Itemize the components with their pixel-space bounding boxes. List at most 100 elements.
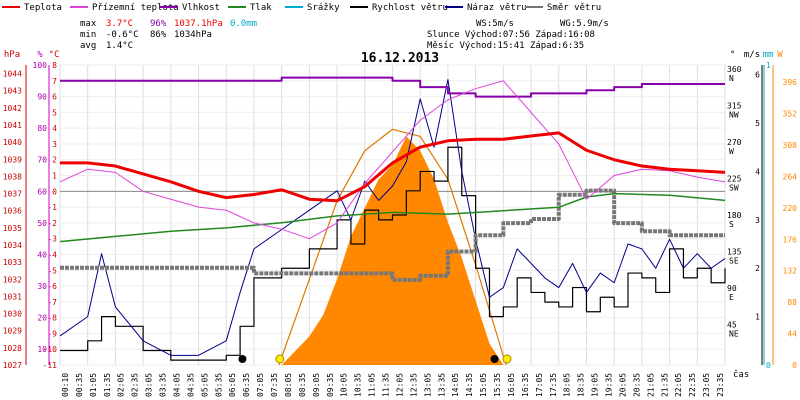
- tick-label-pct: 70: [37, 156, 47, 165]
- stat-min-temp: -0.6°C: [106, 30, 139, 40]
- tick-label-deg: -11: [43, 361, 58, 370]
- legend-label: Náraz větru: [467, 3, 527, 13]
- x-tick-label: 15:05: [479, 373, 488, 397]
- tick-label-pct: 60: [37, 187, 47, 196]
- x-tick-label: 20:05: [618, 373, 627, 397]
- tick-label-ms: 2: [755, 264, 760, 273]
- x-tick-label: 22:05: [674, 373, 683, 397]
- tick-label-dir: 360: [727, 65, 742, 74]
- stat-min-press: 1034hPa: [174, 30, 212, 40]
- tick-label-dir: 315: [727, 102, 742, 111]
- tick-label-compass: NW: [729, 111, 739, 120]
- tick-label-hpa: 1042: [3, 104, 22, 113]
- tick-label-compass: SE: [729, 257, 739, 266]
- tick-label-pct: 40: [37, 250, 47, 259]
- legend-label: Tlak: [250, 3, 272, 13]
- x-tick-label: 05:35: [214, 373, 223, 397]
- ground-temp-line: [59, 80, 726, 240]
- moonrise-marker: [490, 355, 499, 363]
- tick-label-mm: 1: [766, 61, 771, 70]
- tick-label-deg: 1: [52, 172, 57, 181]
- tick-label-ms: 5: [755, 119, 760, 128]
- tick-label-deg: -9: [47, 329, 57, 338]
- tick-label-compass: NE: [729, 330, 739, 339]
- tick-label-hpa: 1036: [3, 207, 22, 216]
- tick-label-hpa: 1044: [3, 70, 22, 79]
- temperature-line: [60, 131, 726, 203]
- theoretical-solar-line: [278, 128, 507, 366]
- tick-label-compass: SW: [729, 184, 739, 193]
- legend: Teplota Přízemní teplota Vlhkost Tlak Srážky…: [2, 3, 601, 13]
- legend-label: Vlhkost: [182, 3, 220, 13]
- x-tick-label: 00:35: [75, 373, 84, 397]
- tick-label-hpa: 1040: [3, 138, 22, 147]
- tick-label-hpa: 1032: [3, 275, 22, 284]
- stat-min-hum: 86%: [150, 30, 167, 40]
- tick-label-deg: 2: [52, 156, 57, 165]
- x-tick-label: 08:05: [284, 373, 293, 397]
- tick-label-deg: 0: [52, 187, 57, 196]
- axis-unit-label: °C: [49, 50, 60, 60]
- tick-label-hpa: 1027: [3, 361, 22, 370]
- x-tick-label: 12:05: [395, 373, 404, 397]
- x-tick-label: 06:05: [228, 373, 237, 397]
- sunset-marker: [502, 354, 512, 364]
- x-tick-label: 09:35: [326, 373, 335, 397]
- x-tick-label: 15:35: [493, 373, 502, 397]
- x-axis-label: čas: [733, 369, 749, 380]
- tick-label-deg: 5: [52, 108, 57, 117]
- x-tick-label: 18:35: [577, 373, 586, 397]
- sunrise-marker: [275, 354, 285, 364]
- tick-label-dir: 225: [727, 175, 742, 184]
- x-tick-label: 21:35: [660, 373, 669, 397]
- tick-label-ms: 4: [755, 167, 760, 176]
- tick-label-hpa: 1041: [3, 121, 22, 130]
- tick-label-wm2: 264: [783, 172, 798, 181]
- stat-min-label: min: [80, 30, 96, 40]
- stat-ws: WS:5m/s: [476, 19, 514, 29]
- tick-label-hpa: 1038: [3, 172, 22, 181]
- stat-max-temp: 3.7°C: [106, 19, 133, 29]
- x-tick-label: 13:35: [437, 373, 446, 397]
- tick-label-pct: 20: [37, 314, 47, 323]
- x-tick-label: 09:05: [312, 373, 321, 397]
- legend-label: Směr větru: [547, 3, 601, 13]
- tick-label-hpa: 1030: [3, 310, 22, 319]
- x-tick-label: 14:05: [451, 373, 460, 397]
- tick-label-hpa: 1034: [3, 241, 22, 250]
- legend-label: Srážky: [307, 3, 340, 13]
- tick-label-pct: 10: [37, 345, 47, 354]
- tick-label-hpa: 1043: [3, 87, 22, 96]
- legend-label: Rychlost větru: [372, 3, 448, 13]
- tick-label-hpa: 1029: [3, 327, 22, 336]
- stat-avg-temp: 1.4°C: [106, 41, 133, 51]
- tick-label-deg: 7: [52, 77, 57, 86]
- x-tick-label: 23:35: [716, 373, 725, 397]
- x-tick-label: 17:05: [535, 373, 544, 397]
- tick-label-dir: 90: [727, 284, 737, 293]
- x-tick-label: 04:35: [186, 373, 195, 397]
- x-axis: 00:10 00:35 01:05 01:35 02:05 02:35 03:05 03:35…: [61, 369, 749, 397]
- tick-label-compass: S: [729, 220, 734, 229]
- x-tick-label: 16:05: [507, 373, 516, 397]
- x-tick-label: 10:05: [340, 373, 349, 397]
- x-tick-label: 05:05: [200, 373, 209, 397]
- axis-unit-label: mm: [763, 50, 774, 60]
- moonset-marker: [238, 355, 247, 363]
- stat-max-press: 1037.1hPa: [174, 19, 223, 29]
- tick-label-wm2: 88: [787, 298, 797, 307]
- x-tick-label: 23:05: [702, 373, 711, 397]
- x-tick-label: 06:35: [242, 373, 251, 397]
- x-tick-label: 04:05: [172, 373, 181, 397]
- tick-label-dir: 45: [727, 321, 737, 330]
- x-tick-label: 02:35: [131, 373, 140, 397]
- tick-label-pct: 100: [33, 61, 48, 70]
- tick-label-mm: 0: [766, 361, 771, 370]
- tick-label-hpa: 1035: [3, 224, 22, 233]
- tick-label-wm2: 352: [783, 110, 798, 119]
- tick-label-deg: -7: [47, 298, 57, 307]
- axis-unit-label: %: [37, 50, 43, 60]
- x-tick-label: 07:35: [270, 373, 279, 397]
- legend-label: Přízemní teplota: [92, 3, 179, 13]
